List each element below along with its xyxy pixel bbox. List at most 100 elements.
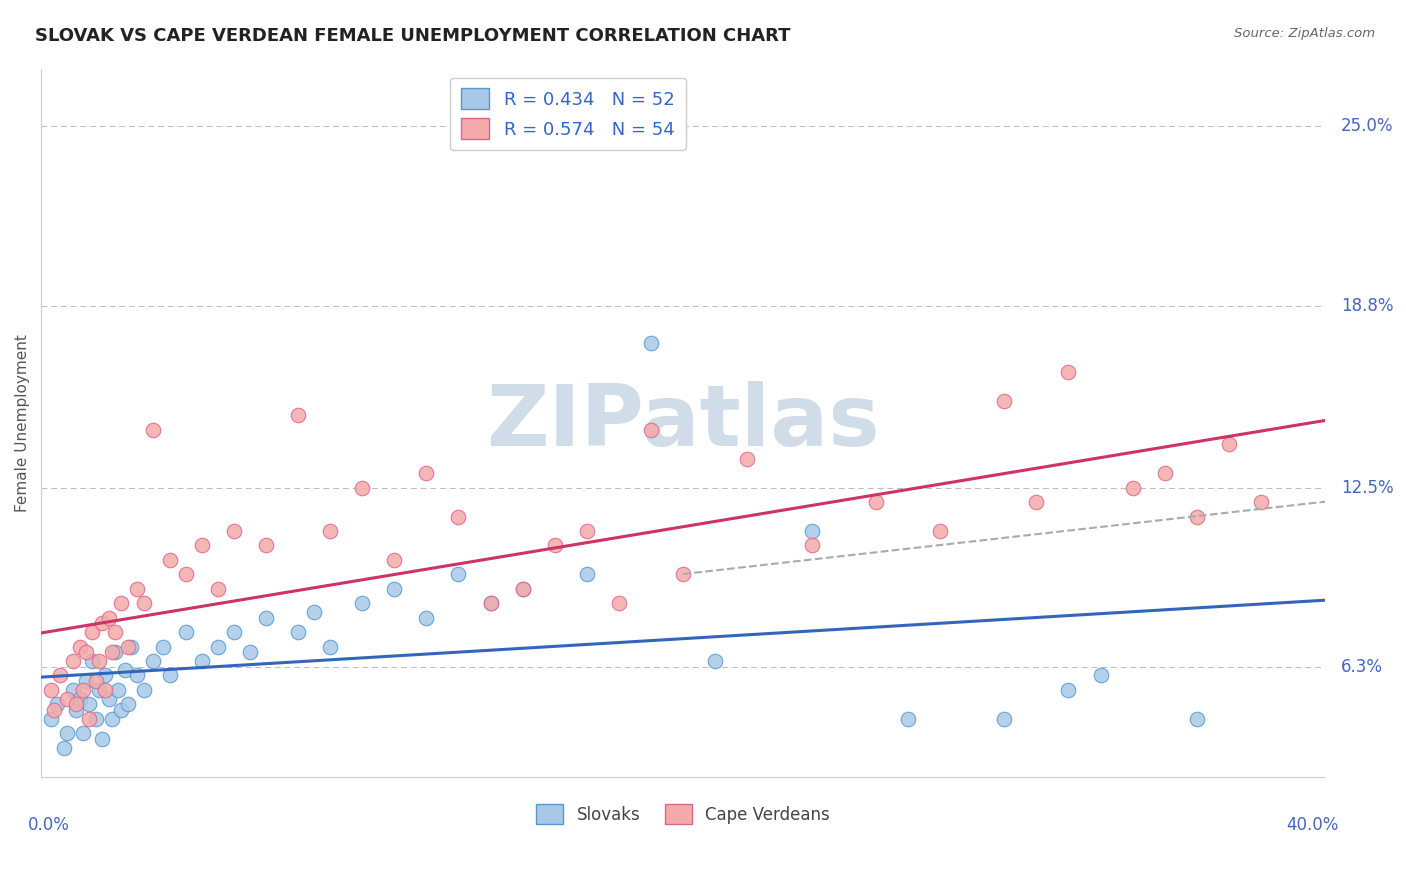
Point xyxy=(640,336,662,351)
Point xyxy=(174,567,197,582)
Point xyxy=(190,538,212,552)
Text: ZIPatlas: ZIPatlas xyxy=(486,381,880,464)
Point xyxy=(84,712,107,726)
Point xyxy=(107,682,129,697)
Point xyxy=(77,698,100,712)
Text: 40.0%: 40.0% xyxy=(1285,815,1339,833)
Point xyxy=(447,509,470,524)
Text: 25.0%: 25.0% xyxy=(1341,118,1393,136)
Point xyxy=(97,610,120,624)
Point xyxy=(479,596,502,610)
Text: SLOVAK VS CAPE VERDEAN FEMALE UNEMPLOYMENT CORRELATION CHART: SLOVAK VS CAPE VERDEAN FEMALE UNEMPLOYME… xyxy=(35,27,790,45)
Point xyxy=(94,668,117,682)
Point xyxy=(865,495,887,509)
Point xyxy=(1057,682,1080,697)
Point xyxy=(65,698,87,712)
Point xyxy=(142,654,165,668)
Point xyxy=(56,691,79,706)
Point xyxy=(159,553,181,567)
Point xyxy=(254,610,277,624)
Point xyxy=(91,616,114,631)
Point xyxy=(287,409,309,423)
Point xyxy=(75,645,97,659)
Point xyxy=(415,610,437,624)
Point xyxy=(207,582,229,596)
Point xyxy=(69,640,91,654)
Point xyxy=(42,703,65,717)
Point xyxy=(104,625,127,640)
Text: Source: ZipAtlas.com: Source: ZipAtlas.com xyxy=(1234,27,1375,40)
Point xyxy=(91,732,114,747)
Point xyxy=(287,625,309,640)
Point xyxy=(1218,437,1240,451)
Point xyxy=(49,668,72,682)
Point xyxy=(512,582,534,596)
Point xyxy=(929,524,952,538)
Point xyxy=(132,596,155,610)
Point xyxy=(159,668,181,682)
Point xyxy=(52,740,75,755)
Point xyxy=(319,524,342,538)
Text: 12.5%: 12.5% xyxy=(1341,479,1393,497)
Point xyxy=(72,682,94,697)
Point xyxy=(737,451,759,466)
Point xyxy=(1185,712,1208,726)
Point xyxy=(142,423,165,437)
Y-axis label: Female Unemployment: Female Unemployment xyxy=(15,334,30,511)
Point xyxy=(39,682,62,697)
Point xyxy=(82,625,104,640)
Point xyxy=(607,596,630,610)
Point xyxy=(1122,481,1144,495)
Point xyxy=(352,596,374,610)
Point xyxy=(87,654,110,668)
Point xyxy=(104,645,127,659)
Point xyxy=(704,654,727,668)
Point xyxy=(62,682,84,697)
Point xyxy=(352,481,374,495)
Point xyxy=(62,654,84,668)
Point xyxy=(69,691,91,706)
Point xyxy=(152,640,174,654)
Point xyxy=(382,553,405,567)
Point xyxy=(222,524,245,538)
Point xyxy=(672,567,695,582)
Point xyxy=(110,703,132,717)
Point xyxy=(75,674,97,689)
Point xyxy=(207,640,229,654)
Point xyxy=(800,538,823,552)
Point xyxy=(94,682,117,697)
Point xyxy=(1025,495,1047,509)
Point xyxy=(415,466,437,480)
Point xyxy=(127,668,149,682)
Point xyxy=(39,712,62,726)
Point xyxy=(479,596,502,610)
Point xyxy=(254,538,277,552)
Point xyxy=(222,625,245,640)
Point xyxy=(72,726,94,740)
Point xyxy=(84,674,107,689)
Point xyxy=(319,640,342,654)
Point xyxy=(100,712,122,726)
Point xyxy=(640,423,662,437)
Point xyxy=(575,524,598,538)
Point xyxy=(117,640,139,654)
Point xyxy=(82,654,104,668)
Point xyxy=(190,654,212,668)
Point xyxy=(512,582,534,596)
Point xyxy=(1185,509,1208,524)
Text: 18.8%: 18.8% xyxy=(1341,296,1393,315)
Point xyxy=(97,691,120,706)
Point xyxy=(897,712,920,726)
Point xyxy=(114,663,136,677)
Point xyxy=(302,605,325,619)
Point xyxy=(1090,668,1112,682)
Point xyxy=(110,596,132,610)
Point xyxy=(544,538,567,552)
Point xyxy=(87,682,110,697)
Text: 6.3%: 6.3% xyxy=(1341,657,1382,676)
Point xyxy=(1153,466,1175,480)
Point xyxy=(447,567,470,582)
Point xyxy=(993,393,1015,408)
Point xyxy=(1057,365,1080,379)
Point xyxy=(65,703,87,717)
